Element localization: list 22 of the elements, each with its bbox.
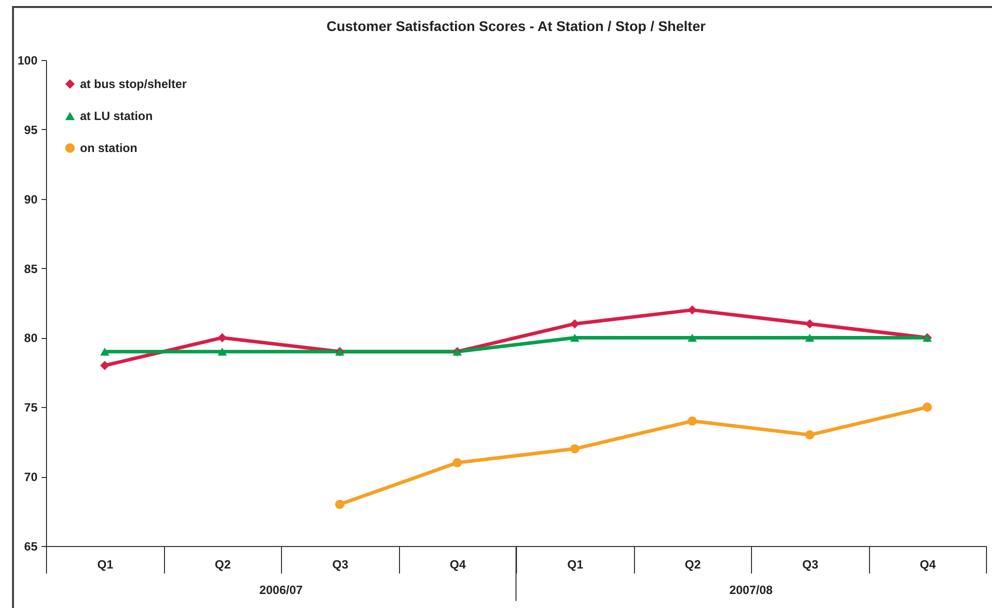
y-tick-label: 100 [17, 54, 38, 68]
y-tick-label: 95 [24, 122, 38, 137]
text: 2006/07 [259, 583, 304, 597]
y-tick-label: 75 [24, 400, 38, 415]
chart-title: Customer Satisfaction Scores - At Station / Stop / Shelter [326, 18, 706, 34]
y-tick-label: 85 [24, 262, 38, 276]
x-tick-label: Q2 [684, 558, 702, 572]
y-tick-label: 65 [24, 540, 38, 554]
x-tick-label: Q4 [450, 558, 466, 572]
legend-label: at bus stop/shelter [80, 77, 188, 91]
x-tick-label: Q1 [97, 558, 114, 572]
y-tick-label: 90 [24, 192, 38, 206]
y-tick-label: 80 [24, 331, 38, 346]
text: 2007/08 [729, 583, 774, 597]
y-tick-label: 70 [24, 470, 38, 484]
x-tick-label: Q4 [920, 558, 936, 572]
legend-label: on station [80, 141, 138, 155]
x-tick-label: Q2 [214, 558, 232, 572]
x-tick-label: Q1 [567, 558, 584, 572]
legend-label: at LU station [80, 109, 153, 123]
x-tick-label: Q3 [332, 558, 349, 572]
x-tick-label: Q3 [802, 558, 819, 572]
